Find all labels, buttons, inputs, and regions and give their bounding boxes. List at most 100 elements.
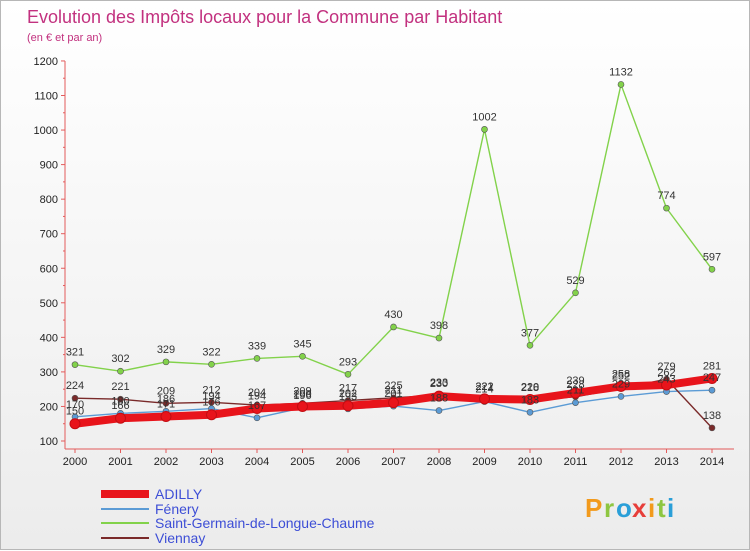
data-label: 186: [157, 393, 175, 405]
logo-letter: o: [616, 493, 632, 523]
data-label: 302: [111, 353, 129, 365]
data-label: 221: [111, 381, 129, 393]
data-label: 220: [521, 382, 539, 394]
chart-subtitle: (en € et par an): [27, 32, 102, 44]
legend-label-1: ADILLY: [155, 486, 203, 502]
x-tick-label: 2006: [336, 456, 360, 468]
x-tick-label: 2005: [290, 456, 314, 468]
data-point: [299, 353, 306, 360]
data-label: 188: [430, 393, 448, 405]
data-label: 279: [657, 361, 675, 373]
data-label: 1002: [472, 111, 496, 123]
y-tick-label: 100: [40, 436, 58, 448]
data-label: 171: [157, 398, 175, 410]
data-point: [115, 412, 126, 424]
legend-label-3: Saint-Germain-de-Longue-Chaume: [155, 515, 375, 531]
y-tick-label: 500: [40, 298, 58, 310]
data-label: 194: [202, 391, 220, 403]
logo-letter: t: [657, 493, 666, 523]
x-tick-label: 2014: [700, 456, 724, 468]
data-point: [526, 341, 534, 349]
data-point: [433, 390, 445, 402]
data-label: 252: [612, 370, 630, 382]
data-point: [253, 355, 261, 362]
data-label: 230: [430, 378, 448, 390]
data-point: [661, 379, 672, 391]
data-label: 281: [703, 360, 721, 372]
data-point: [69, 418, 81, 430]
x-tick-label: 2013: [654, 456, 678, 468]
data-label: 222: [475, 381, 493, 393]
data-point: [617, 81, 625, 88]
data-label: 1132: [609, 66, 633, 78]
data-label: 529: [566, 275, 584, 287]
data-label: 322: [202, 346, 220, 358]
data-label: 293: [339, 356, 357, 368]
data-point: [708, 424, 716, 432]
y-tick-label: 1100: [34, 91, 58, 103]
data-point: [208, 360, 215, 368]
data-label: 221: [475, 381, 493, 393]
data-point: [206, 409, 217, 421]
data-label: 262: [657, 367, 675, 379]
y-tick-label: 800: [40, 194, 58, 206]
data-point: [615, 380, 627, 392]
x-tick-label: 2004: [245, 456, 269, 468]
x-tick-label: 2009: [472, 456, 496, 468]
data-point: [708, 386, 716, 394]
data-label: 225: [384, 380, 402, 392]
y-tick-label: 400: [40, 332, 58, 344]
data-label: 200: [293, 388, 311, 400]
x-tick-label: 2012: [609, 456, 633, 468]
data-point: [388, 397, 399, 409]
data-label: 258: [612, 368, 630, 380]
data-label: 209: [157, 385, 175, 397]
data-label: 138: [703, 410, 721, 422]
logo-letter: i: [667, 493, 674, 523]
data-label: 196: [293, 390, 311, 402]
data-label: 193: [339, 391, 357, 403]
data-label: 774: [657, 190, 675, 202]
data-point: [390, 323, 397, 331]
data-point: [706, 372, 718, 384]
data-label: 247: [703, 372, 721, 384]
data-point: [435, 334, 443, 342]
x-tick-label: 2011: [564, 456, 588, 468]
data-point: [708, 265, 716, 273]
data-point: [663, 204, 670, 212]
axes: 100 200 300 400 500 600 700 800 900 1000 1100 1200 2…: [34, 56, 734, 468]
data-point: [435, 407, 443, 414]
data-point: [162, 358, 170, 366]
data-label: 214: [475, 384, 493, 396]
data-point: [342, 400, 354, 412]
data-point: [344, 371, 352, 378]
series-layer: [69, 81, 718, 432]
data-label: 201: [384, 388, 402, 400]
data-point: [524, 394, 536, 406]
data-label: 377: [521, 327, 539, 339]
data-label: 398: [430, 320, 448, 332]
data-label: 176: [202, 397, 220, 409]
x-tick-label: 2001: [108, 456, 132, 468]
data-point: [117, 395, 124, 403]
data-point: [71, 394, 79, 402]
data-label: 167: [248, 400, 266, 412]
data-point: [71, 361, 79, 368]
data-label: 228: [566, 379, 584, 391]
x-tick-label: 2008: [427, 456, 451, 468]
y-tick-label: 200: [40, 401, 58, 413]
data-label: 321: [66, 347, 84, 359]
data-label: 211: [385, 385, 403, 397]
x-tick-label: 2003: [199, 456, 223, 468]
data-point: [251, 403, 263, 415]
data-label: 166: [111, 400, 129, 412]
x-tick-label: 2000: [63, 456, 87, 468]
x-tick-label: 2007: [381, 456, 405, 468]
logo-letter: P: [585, 493, 602, 523]
y-tick-label: 300: [40, 367, 58, 379]
logo-letter: i: [648, 493, 655, 523]
y-tick-label: 700: [40, 229, 58, 241]
data-label: 211: [567, 385, 585, 397]
